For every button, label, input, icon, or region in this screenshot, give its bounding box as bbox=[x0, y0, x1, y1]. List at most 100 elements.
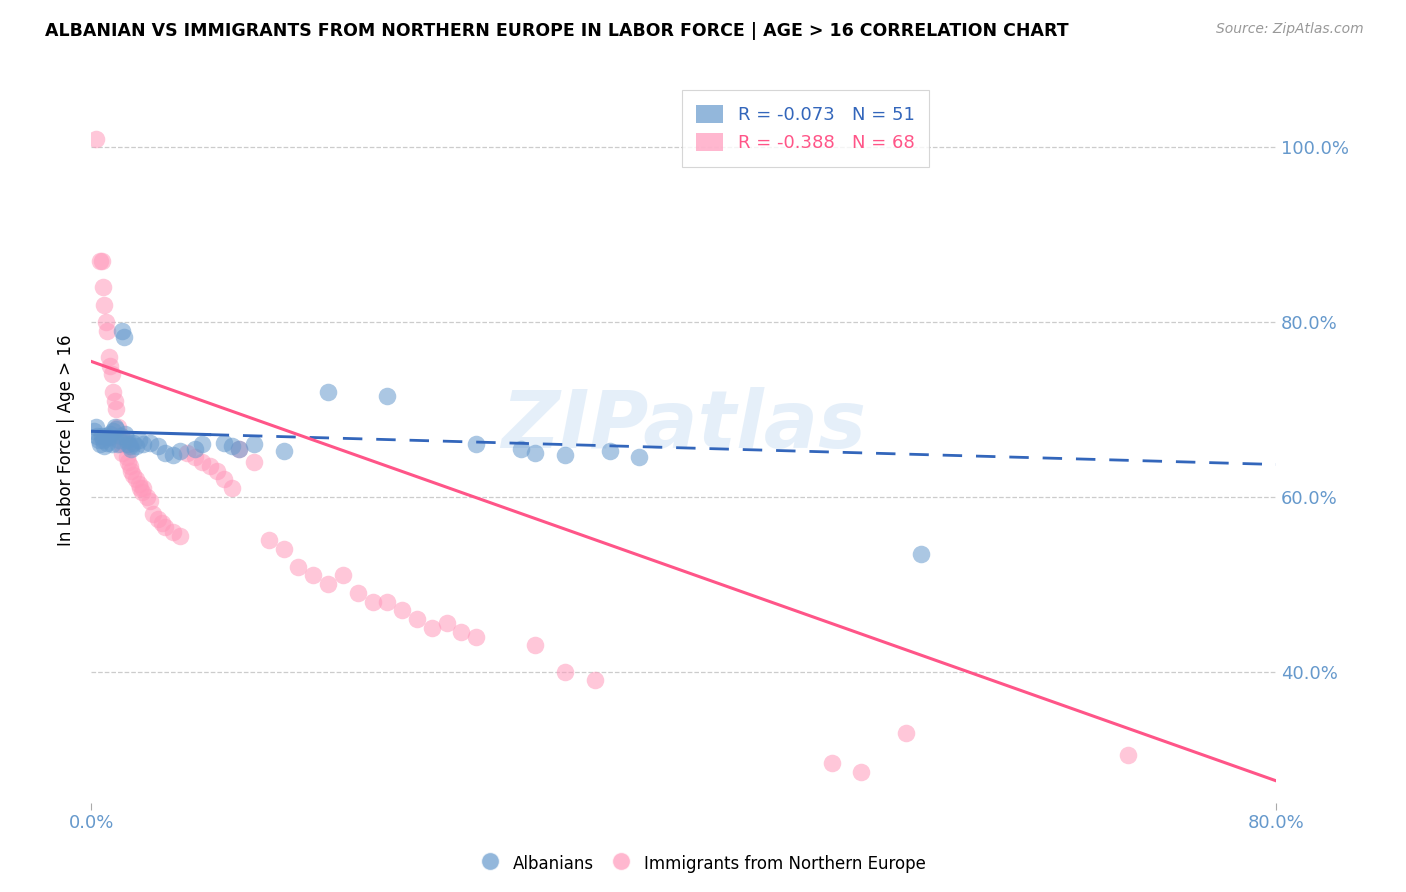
Point bbox=[93, 297, 115, 311]
Point bbox=[821, 756, 844, 771]
Point bbox=[115, 433, 138, 447]
Point bbox=[97, 430, 120, 444]
Point bbox=[228, 442, 250, 456]
Point bbox=[101, 368, 124, 382]
Point bbox=[118, 439, 141, 453]
Point bbox=[124, 439, 146, 453]
Point bbox=[406, 612, 429, 626]
Point bbox=[96, 324, 118, 338]
Point bbox=[93, 439, 115, 453]
Point bbox=[465, 630, 488, 644]
Point bbox=[150, 516, 173, 530]
Point bbox=[316, 577, 339, 591]
Point bbox=[115, 450, 138, 465]
Point bbox=[509, 442, 531, 456]
Point bbox=[120, 442, 142, 456]
Point bbox=[420, 621, 443, 635]
Point bbox=[191, 437, 214, 451]
Point bbox=[90, 428, 112, 442]
Point bbox=[169, 529, 191, 543]
Legend: Albanians, Immigrants from Northern Europe: Albanians, Immigrants from Northern Euro… bbox=[474, 847, 932, 880]
Point bbox=[129, 481, 152, 495]
Point bbox=[114, 426, 136, 441]
Point bbox=[214, 472, 236, 486]
Point bbox=[583, 673, 606, 688]
Point bbox=[136, 490, 159, 504]
Y-axis label: In Labor Force | Age > 16: In Labor Force | Age > 16 bbox=[58, 334, 75, 546]
Point bbox=[90, 254, 112, 268]
Point bbox=[111, 446, 134, 460]
Point bbox=[198, 459, 221, 474]
Point bbox=[104, 420, 127, 434]
Point bbox=[169, 444, 191, 458]
Point bbox=[243, 437, 266, 451]
Point bbox=[377, 389, 399, 403]
Point bbox=[124, 472, 146, 486]
Point bbox=[176, 446, 198, 460]
Point bbox=[316, 384, 339, 399]
Point bbox=[120, 464, 142, 478]
Point bbox=[87, 433, 110, 447]
Point bbox=[91, 280, 114, 294]
Point bbox=[142, 508, 165, 522]
Legend: R = -0.073   N = 51, R = -0.388   N = 68: R = -0.073 N = 51, R = -0.388 N = 68 bbox=[682, 90, 929, 167]
Point bbox=[524, 638, 547, 652]
Point bbox=[83, 424, 105, 438]
Point bbox=[100, 359, 122, 373]
Point bbox=[228, 442, 250, 456]
Point bbox=[851, 764, 873, 779]
Point bbox=[628, 450, 651, 465]
Point bbox=[94, 315, 117, 329]
Point bbox=[599, 444, 621, 458]
Point bbox=[391, 603, 413, 617]
Point bbox=[128, 433, 150, 447]
Point bbox=[121, 467, 143, 482]
Point bbox=[214, 435, 236, 450]
Point bbox=[117, 437, 139, 451]
Point bbox=[132, 481, 155, 495]
Point bbox=[107, 437, 129, 451]
Point bbox=[128, 476, 150, 491]
Point bbox=[91, 433, 114, 447]
Point bbox=[105, 402, 128, 417]
Point bbox=[377, 594, 399, 608]
Point bbox=[108, 433, 131, 447]
Point bbox=[221, 481, 243, 495]
Point bbox=[361, 594, 384, 608]
Point bbox=[139, 435, 162, 450]
Point bbox=[84, 420, 107, 434]
Point bbox=[96, 435, 118, 450]
Point bbox=[86, 428, 108, 442]
Point bbox=[84, 131, 107, 145]
Point bbox=[100, 426, 122, 441]
Point bbox=[110, 437, 132, 451]
Point bbox=[243, 455, 266, 469]
Point bbox=[346, 586, 368, 600]
Point bbox=[436, 616, 458, 631]
Point bbox=[273, 542, 295, 557]
Point bbox=[103, 384, 125, 399]
Point bbox=[139, 494, 162, 508]
Point bbox=[554, 665, 576, 679]
Point bbox=[101, 437, 124, 451]
Point bbox=[112, 433, 135, 447]
Point bbox=[184, 450, 207, 465]
Point bbox=[450, 625, 472, 640]
Point bbox=[910, 547, 932, 561]
Point bbox=[465, 437, 488, 451]
Point bbox=[111, 324, 134, 338]
Point bbox=[114, 437, 136, 451]
Point bbox=[191, 455, 214, 469]
Point bbox=[108, 428, 131, 442]
Point bbox=[121, 435, 143, 450]
Point bbox=[94, 428, 117, 442]
Point bbox=[332, 568, 354, 582]
Point bbox=[107, 420, 129, 434]
Point bbox=[205, 464, 228, 478]
Point bbox=[162, 448, 184, 462]
Point bbox=[118, 459, 141, 474]
Point bbox=[894, 725, 917, 739]
Point bbox=[554, 448, 576, 462]
Point bbox=[105, 422, 128, 436]
Text: ZIPatlas: ZIPatlas bbox=[501, 386, 866, 465]
